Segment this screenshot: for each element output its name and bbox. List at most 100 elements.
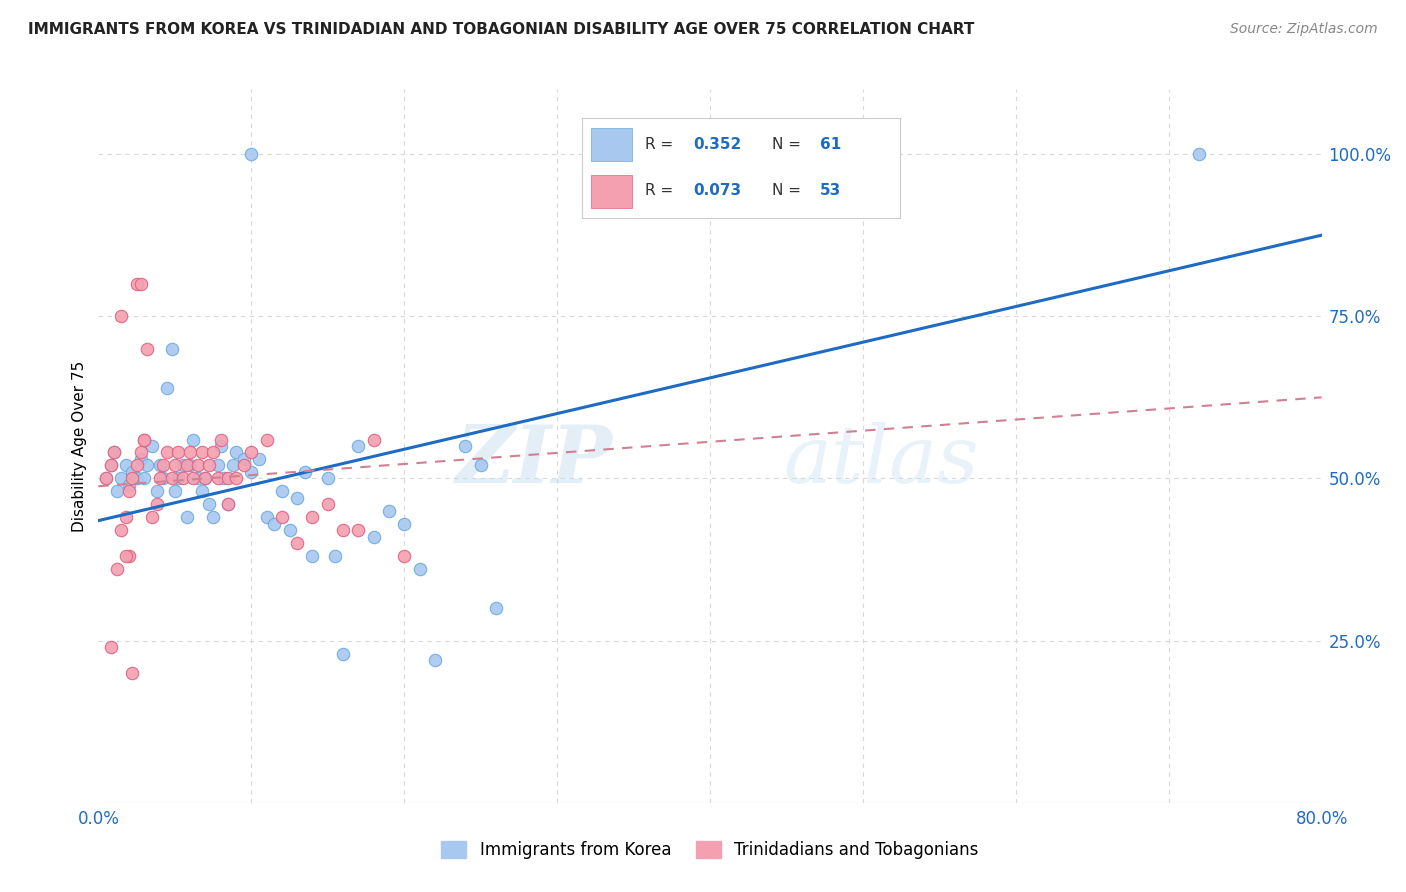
Point	[217, 497, 239, 511]
Point	[152, 458, 174, 473]
Point	[202, 445, 225, 459]
Point	[316, 471, 339, 485]
Point	[125, 471, 148, 485]
Point	[110, 471, 132, 485]
Point	[392, 549, 416, 564]
Text: N =: N =	[772, 183, 806, 198]
Point	[172, 458, 194, 473]
Point	[160, 471, 183, 485]
Point	[209, 433, 232, 447]
Point	[1188, 147, 1211, 161]
Point	[172, 471, 194, 485]
Point	[363, 530, 385, 544]
Point	[301, 549, 323, 564]
Point	[347, 524, 370, 538]
Point	[176, 510, 198, 524]
Point	[202, 510, 225, 524]
Point	[285, 491, 308, 505]
Text: 61: 61	[820, 137, 841, 153]
Point	[115, 549, 138, 564]
Point	[105, 562, 128, 576]
Text: R =: R =	[645, 183, 678, 198]
Point	[212, 471, 235, 485]
Point	[485, 601, 508, 615]
Point	[256, 510, 278, 524]
Point	[225, 445, 247, 459]
Bar	[591, 175, 633, 208]
Point	[423, 653, 446, 667]
Point	[240, 147, 263, 161]
Point	[270, 510, 292, 524]
Point	[167, 445, 190, 459]
Point	[100, 458, 122, 473]
Point	[145, 497, 167, 511]
Point	[256, 433, 278, 447]
Point	[167, 471, 190, 485]
Point	[163, 484, 186, 499]
Point	[125, 277, 148, 291]
Text: atlas: atlas	[783, 422, 979, 499]
Point	[325, 549, 347, 564]
Text: N =: N =	[772, 137, 806, 153]
Point	[121, 471, 143, 485]
Y-axis label: Disability Age Over 75: Disability Age Over 75	[72, 360, 87, 532]
Point	[207, 458, 229, 473]
Point	[149, 458, 172, 473]
Point	[115, 510, 138, 524]
Point	[94, 471, 117, 485]
Point	[240, 465, 263, 479]
Point	[408, 562, 430, 576]
Text: 0.352: 0.352	[693, 137, 741, 153]
Point	[160, 342, 183, 356]
Point	[217, 471, 239, 485]
Point	[278, 524, 301, 538]
Text: ZIP: ZIP	[456, 422, 612, 499]
Point	[156, 381, 179, 395]
Point	[136, 342, 159, 356]
Point	[332, 647, 354, 661]
Point	[94, 471, 117, 485]
Bar	[591, 128, 633, 161]
Point	[197, 458, 219, 473]
Point	[115, 458, 138, 473]
Point	[163, 458, 186, 473]
Point	[270, 484, 292, 499]
Point	[152, 471, 174, 485]
Point	[181, 471, 204, 485]
Point	[247, 452, 270, 467]
Point	[121, 465, 143, 479]
Point	[470, 458, 492, 473]
Point	[103, 445, 125, 459]
Point	[100, 640, 122, 654]
Point	[118, 478, 141, 492]
Point	[187, 471, 209, 485]
Point	[191, 484, 214, 499]
Point	[294, 465, 316, 479]
Point	[607, 147, 630, 161]
Point	[454, 439, 477, 453]
Point	[194, 471, 217, 485]
Point	[103, 445, 125, 459]
Point	[125, 458, 148, 473]
Text: 53: 53	[820, 183, 841, 198]
Point	[207, 471, 229, 485]
Point	[136, 458, 159, 473]
Point	[191, 445, 214, 459]
Point	[225, 471, 247, 485]
Point	[149, 471, 172, 485]
Point	[129, 452, 152, 467]
Point	[141, 510, 163, 524]
Point	[232, 452, 254, 467]
Point	[232, 458, 254, 473]
Point	[187, 458, 209, 473]
Point	[332, 524, 354, 538]
Point	[240, 445, 263, 459]
Point	[301, 510, 323, 524]
Point	[129, 445, 152, 459]
Text: R =: R =	[645, 137, 678, 153]
Point	[141, 439, 163, 453]
Point	[134, 471, 156, 485]
Point	[316, 497, 339, 511]
Point	[285, 536, 308, 550]
Point	[392, 516, 416, 531]
